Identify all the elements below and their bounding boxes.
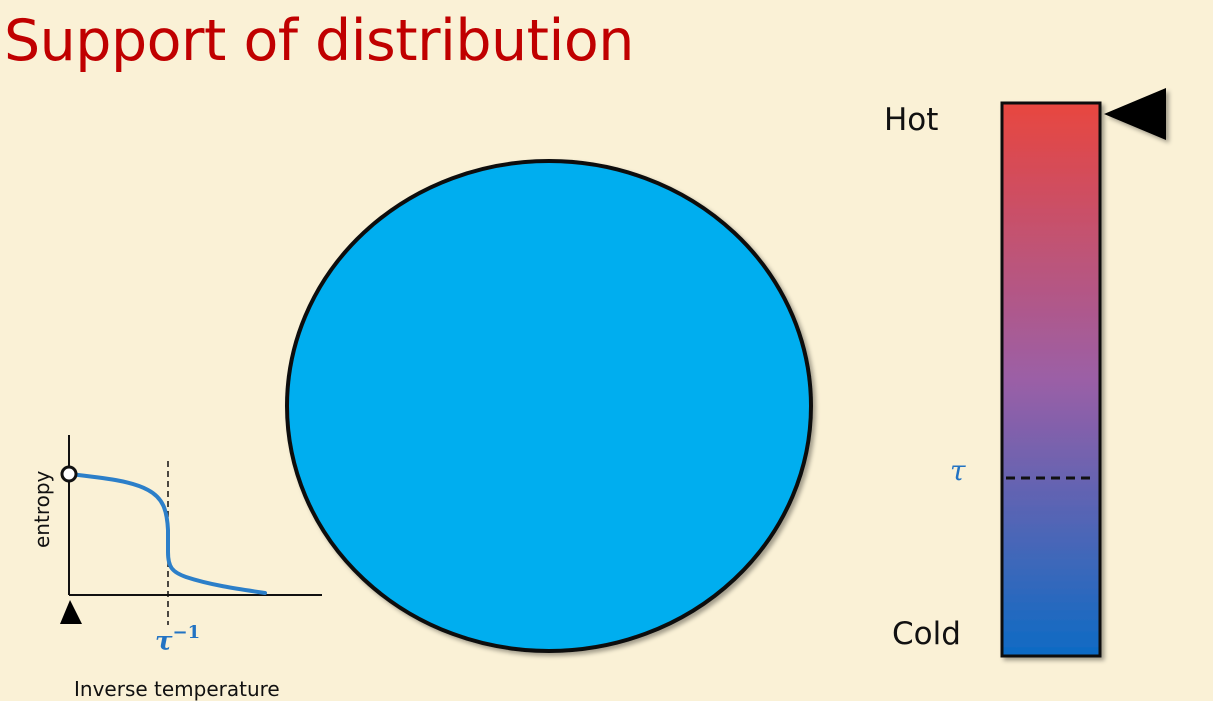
inverse-tau-exponent: −1 [172,622,201,643]
temperature-pointer-icon[interactable] [1104,88,1166,140]
plot-x-axis-label: Inverse temperature [74,677,280,701]
entropy-curve [67,472,267,595]
inverse-tau-symbol: τ [155,626,173,657]
tau-threshold-label: τ [950,454,966,487]
cold-label: Cold [892,616,961,652]
plot-slider-triangle-icon[interactable] [60,600,82,624]
slide-title: Support of distribution [4,8,634,74]
temperature-bar [1000,101,1102,658]
support-circle [285,159,813,653]
curve-start-marker [60,465,78,483]
plot-y-axis-label: entropy [30,470,54,548]
hot-label: Hot [884,102,939,138]
inverse-tau-label: τ−1 [155,622,201,657]
